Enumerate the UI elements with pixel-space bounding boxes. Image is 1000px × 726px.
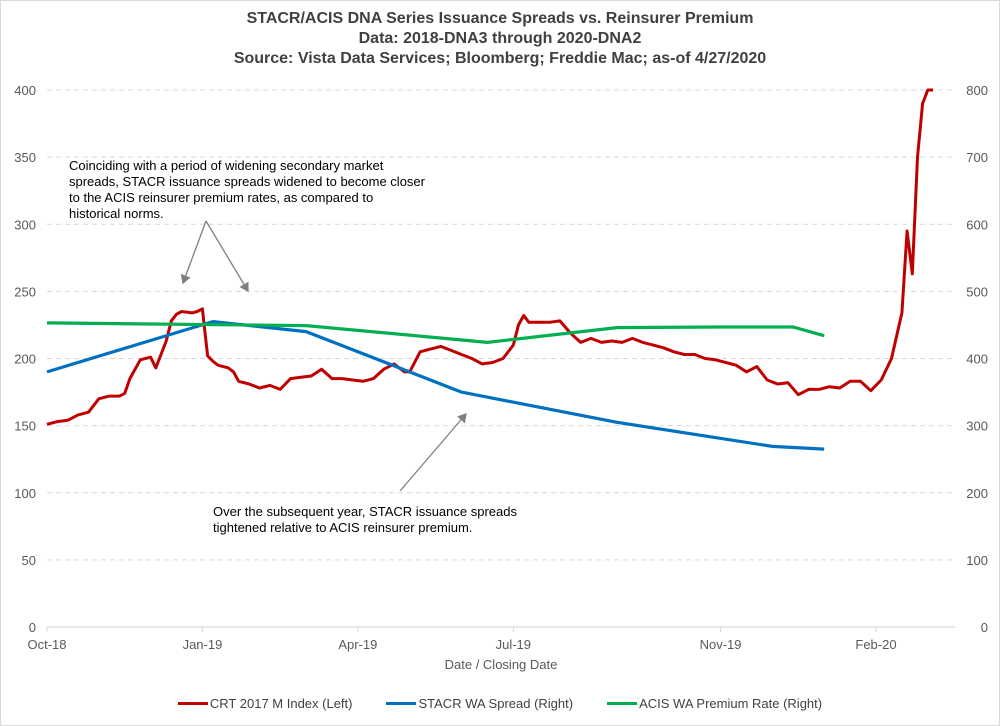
series-line-stacr-wa-spread-right — [46, 320, 825, 451]
y-tick-left: 200 — [14, 352, 36, 367]
legend-swatch-red — [177, 702, 208, 705]
chart-title-block: STACR/ACIS DNA Series Issuance Spreads v… — [0, 9, 1000, 69]
chart-subtitle-2: Source: Vista Data Services; Bloomberg; … — [233, 50, 767, 67]
legend-label: ACIS WA Premium Rate (Right) — [639, 696, 823, 711]
y-tick-right: 400 — [966, 352, 988, 367]
y-tick-left: 400 — [14, 83, 36, 98]
legend-swatch-blue — [386, 702, 417, 705]
y-tick-right: 100 — [966, 553, 988, 568]
y-tick-right: 0 — [981, 620, 988, 635]
y-tick-left: 150 — [14, 419, 36, 434]
legend: CRT 2017 M Index (Left) STACR WA Spread … — [0, 696, 1000, 711]
annotation-1-arrow-left — [180, 220, 207, 285]
y-tick-left: 50 — [22, 553, 36, 568]
chart-title: STACR/ACIS DNA Series Issuance Spreads v… — [246, 10, 754, 27]
x-tick-label: Oct-18 — [27, 637, 66, 652]
y-tick-left: 0 — [29, 620, 36, 635]
y-tick-left: 300 — [14, 217, 36, 232]
chart-subtitle-1: Data: 2018-DNA3 through 2020-DNA2 — [358, 30, 642, 47]
x-tick-label: Jul-19 — [496, 637, 531, 652]
series-group — [46, 88, 933, 451]
y-tick-right: 600 — [966, 217, 988, 232]
x-tick-label: Apr-19 — [338, 637, 377, 652]
series-line-crt-2017-m-index-left — [46, 88, 933, 426]
annotation-1-line-1: Coinciding with a period of widening sec… — [69, 158, 384, 173]
legend-item-stacr-spread[interactable]: STACR WA Spread (Right) — [386, 696, 573, 711]
annotation-1-line-4: historical norms. — [69, 206, 164, 221]
legend-swatch-green — [607, 702, 638, 705]
annotation-1-line-2: spreads, STACR issuance spreads widened … — [69, 174, 426, 189]
y-tick-left: 250 — [14, 284, 36, 299]
x-axis: Oct-18 Jan-19 Apr-19 Jul-19 Nov-19 Feb-20 — [27, 626, 955, 652]
y-tick-right: 300 — [966, 419, 988, 434]
y-tick-right: 500 — [966, 284, 988, 299]
legend-label: STACR WA Spread (Right) — [418, 696, 574, 711]
x-tick-label: Nov-19 — [700, 637, 742, 652]
annotation-2-arrow — [399, 413, 467, 492]
y-tick-right: 200 — [966, 486, 988, 501]
annotation-2-line-2: tightened relative to ACIS reinsurer pre… — [213, 520, 472, 535]
y-tick-left: 100 — [14, 486, 36, 501]
x-tick-label: Jan-19 — [183, 637, 223, 652]
x-tick-label: Feb-20 — [855, 637, 896, 652]
y-tick-right: 700 — [966, 150, 988, 165]
annotations: Coinciding with a period of widening sec… — [69, 158, 517, 535]
legend-label: CRT 2017 M Index (Left) — [209, 696, 353, 711]
y-axis-right: 0 100 200 300 400 500 600 700 800 — [966, 83, 988, 635]
legend-item-crt-index[interactable]: CRT 2017 M Index (Left) — [177, 696, 353, 711]
y-axis-left: 0 50 100 150 200 250 300 350 400 — [14, 83, 36, 635]
y-tick-right: 800 — [966, 83, 988, 98]
annotation-1-arrow-right — [205, 220, 249, 293]
y-tick-left: 350 — [14, 150, 36, 165]
annotation-2-line-1: Over the subsequent year, STACR issuance… — [213, 504, 517, 519]
x-axis-title: Date / Closing Date — [445, 657, 558, 672]
legend-item-acis-premium[interactable]: ACIS WA Premium Rate (Right) — [607, 696, 822, 711]
annotation-1-line-3: to the ACIS reinsurer premium rates, as … — [69, 190, 373, 205]
series-line-acis-wa-premium-rate-right — [46, 321, 825, 344]
